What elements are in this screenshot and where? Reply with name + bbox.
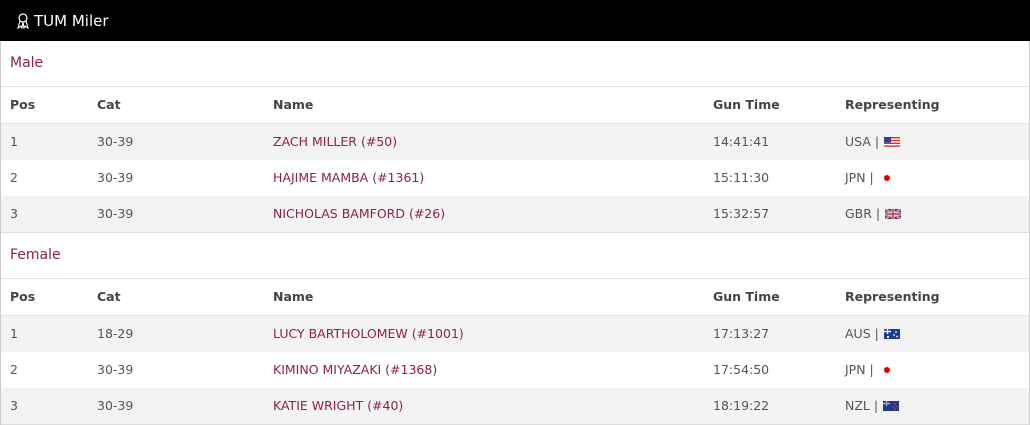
column-header: Name: [273, 97, 314, 112]
country: JPN |: [845, 170, 874, 185]
runner-name[interactable]: ZACH MILLER (#50): [273, 134, 398, 149]
position: 3: [10, 398, 18, 413]
runner-name[interactable]: LUCY BARTHOLOMEW (#1001): [273, 326, 464, 341]
column-header: Representing: [845, 289, 940, 304]
table-header: Pos Cat Name Gun Time Representing: [1, 279, 1029, 316]
result-row: 2 30-39 HAJIME MAMBA (#1361) 15:11:30 JPN |: [1, 160, 1029, 196]
top-bar: TUM Miler: [0, 0, 1030, 41]
column-header: Pos: [10, 289, 36, 304]
category: 30-39: [97, 170, 134, 185]
section-title: Female: [1, 233, 1029, 279]
runner-name[interactable]: KATIE WRIGHT (#40): [273, 398, 404, 413]
column-header: Gun Time: [713, 289, 780, 304]
column-header: Name: [273, 289, 314, 304]
gun-time: 17:13:27: [713, 326, 770, 341]
position: 2: [10, 170, 18, 185]
column-header: Cat: [97, 97, 121, 112]
column-header: Pos: [10, 97, 36, 112]
country: JPN |: [845, 362, 874, 377]
flag-icon: [878, 365, 895, 375]
flag-icon: [883, 329, 900, 339]
result-row: 2 30-39 KIMINO MIYAZAKI (#1368) 17:54:50 JPN…: [1, 352, 1029, 388]
runner-name[interactable]: HAJIME MAMBA (#1361): [273, 170, 425, 185]
column-header: Gun Time: [713, 97, 780, 112]
country: NZL |: [845, 398, 879, 413]
country: GBR |: [845, 206, 881, 221]
country: AUS |: [845, 326, 879, 341]
section-title: Male: [1, 41, 1029, 87]
table-header: Pos Cat Name Gun Time Representing: [1, 87, 1029, 124]
category: 30-39: [97, 398, 134, 413]
gun-time: 17:54:50: [713, 362, 770, 377]
medal-icon: [17, 12, 29, 29]
category: 30-39: [97, 206, 134, 221]
flag-icon: [878, 173, 895, 183]
results: Male Pos Cat Name Gun Time Representing 1 30-39…: [0, 41, 1030, 425]
column-header: Representing: [845, 97, 940, 112]
column-header: Cat: [97, 289, 121, 304]
result-row: 3 30-39 NICHOLAS BAMFORD (#26) 15:32:57 GBR …: [1, 196, 1029, 233]
category: 30-39: [97, 362, 134, 377]
runner-name[interactable]: NICHOLAS BAMFORD (#26): [273, 206, 446, 221]
flag-icon: [885, 209, 902, 219]
flag-icon: [884, 137, 901, 147]
position: 1: [10, 134, 18, 149]
runner-name[interactable]: KIMINO MIYAZAKI (#1368): [273, 362, 438, 377]
result-row: 1 18-29 LUCY BARTHOLOMEW (#1001) 17:13:27 AU…: [1, 316, 1029, 352]
gun-time: 15:32:57: [713, 206, 770, 221]
result-row: 1 30-39 ZACH MILLER (#50) 14:41:41 USA |: [1, 124, 1029, 160]
gun-time: 15:11:30: [713, 170, 770, 185]
gun-time: 14:41:41: [713, 134, 770, 149]
page-title: TUM Miler: [34, 11, 109, 30]
position: 3: [10, 206, 18, 221]
category: 18-29: [97, 326, 134, 341]
flag-icon: [883, 401, 900, 411]
result-row: 3 30-39 KATIE WRIGHT (#40) 18:19:22 NZL |: [1, 388, 1029, 425]
country: USA |: [845, 134, 880, 149]
position: 1: [10, 326, 18, 341]
gun-time: 18:19:22: [713, 398, 770, 413]
position: 2: [10, 362, 18, 377]
category: 30-39: [97, 134, 134, 149]
